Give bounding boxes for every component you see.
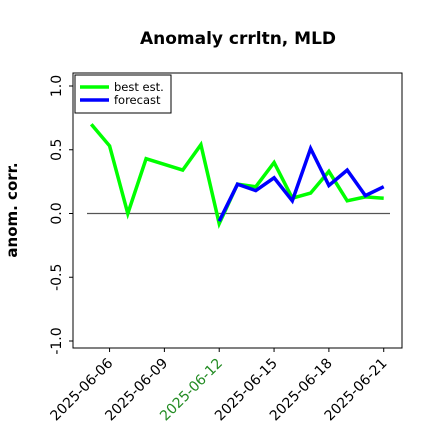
y-tick-label: -1.0 [49,327,65,354]
series-lines [89,123,385,230]
y-tick-label: -0.5 [49,264,65,291]
y-tick-label: 1.0 [49,75,65,97]
y-tick-label: 0.5 [49,139,65,161]
legend-box [74,74,172,114]
legend: best est.forecast [74,74,172,114]
x-axis-ticks: 2025-06-062025-06-092025-06-122025-06-15… [48,348,391,424]
legend-label: forecast [114,93,161,107]
plot-area-frame [72,72,403,349]
y-axis-ticks: -1.0 -0.5 0.0 0.5 1.0 [49,75,73,355]
legend-label: best est. [114,80,164,94]
y-axis-label: anom. corr. [3,162,21,257]
chart-title: Anomaly crrltn, MLD [140,29,336,49]
y-tick-label: 0.0 [49,202,65,224]
series-line-forecast [217,143,385,222]
series-line-best-est [89,123,384,230]
